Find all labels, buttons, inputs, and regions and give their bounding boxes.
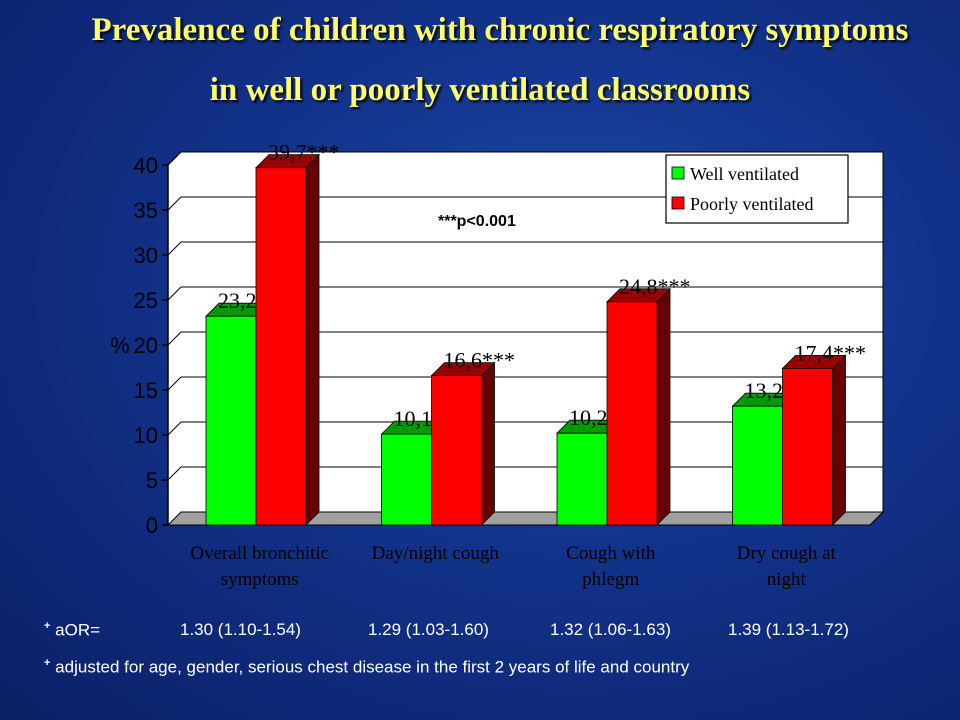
gridline — [167, 241, 883, 256]
bar-group — [781, 354, 847, 526]
x-tick-label: symptoms — [221, 569, 299, 590]
data-label: 17,4*** — [795, 340, 867, 365]
x-tick-label: Day/night cough — [372, 543, 500, 564]
legend-label: Well ventilated — [690, 164, 799, 184]
y-axis-label: % — [110, 333, 130, 358]
data-label: 24,8*** — [619, 274, 691, 299]
bar — [556, 432, 608, 526]
y-tick-label: 5 — [146, 468, 158, 493]
aor-value: 1.32 (1.06-1.63) — [550, 620, 671, 639]
gridline — [167, 151, 883, 166]
y-tick-label: 40 — [134, 153, 158, 178]
bar-group — [255, 153, 320, 526]
bar — [732, 405, 783, 526]
data-label: 23,2 — [218, 288, 257, 313]
bar — [255, 167, 307, 526]
y-tick-label: 15 — [134, 378, 158, 403]
bar-side — [656, 287, 671, 526]
bar — [205, 315, 257, 526]
footnote: + adjusted for age, gender, serious ches… — [44, 657, 690, 677]
data-label: 16,6*** — [444, 348, 516, 373]
data-label: 10,2 — [569, 405, 608, 430]
y-tick-label: 30 — [134, 243, 158, 268]
data-label: 39,7*** — [268, 140, 340, 165]
bar-group — [606, 287, 671, 526]
aor-value: 1.29 (1.03-1.60) — [368, 620, 489, 639]
y-tick-label: 0 — [146, 513, 158, 538]
x-tick-label: Dry cough at — [737, 543, 837, 564]
x-tick-label: Cough with — [566, 543, 656, 564]
y-tick-label: 25 — [134, 288, 158, 313]
data-label: 13,2 — [745, 378, 784, 403]
aor-label: + aOR= — [44, 620, 101, 640]
footnote-text: adjusted for age, gender, serious chest … — [55, 657, 690, 677]
y-tick-label: 35 — [134, 198, 158, 223]
gridline — [167, 286, 883, 301]
x-tick-label: phlegm — [582, 569, 639, 590]
bar-group — [430, 361, 496, 526]
y-tick-label: 10 — [134, 423, 158, 448]
gridline — [167, 196, 883, 211]
legend — [665, 154, 849, 224]
aor-value: 1.30 (1.10-1.54) — [180, 620, 301, 639]
bar-side — [481, 361, 495, 526]
bar — [431, 375, 482, 526]
bar — [606, 301, 658, 526]
bar — [381, 433, 432, 526]
y-tick-label: 20 — [134, 333, 158, 358]
chart-title-line2: in well or poorly ventilated classrooms — [209, 72, 751, 108]
legend-swatch — [671, 196, 685, 210]
x-tick-label: Overall bronchitic — [190, 543, 329, 564]
aor-value: 1.39 (1.13-1.72) — [728, 620, 849, 639]
legend-label: Poorly ventilated — [690, 194, 813, 214]
data-label: 10,1 — [394, 406, 433, 431]
legend-swatch — [671, 166, 685, 180]
p-value-note: ***p<0.001 — [438, 213, 516, 230]
chart-title-line1: Prevalence of children with chronic resp… — [91, 12, 909, 48]
bar-side — [305, 153, 320, 526]
aor-label-text: aOR= — [55, 620, 101, 640]
x-tick-label: night — [767, 569, 807, 590]
bar-side — [832, 354, 846, 526]
bar — [782, 367, 833, 526]
